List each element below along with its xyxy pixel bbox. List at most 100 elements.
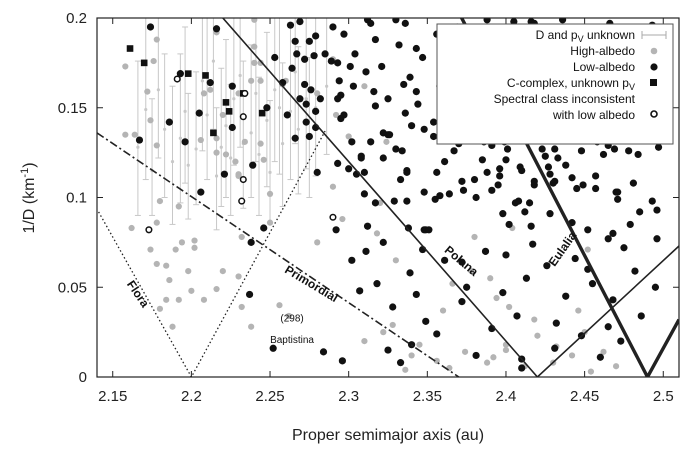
high-albedo-point [251,18,258,23]
legend-label-unknown: D and pV unknown [536,28,635,44]
low-albedo-point [544,163,553,171]
low-albedo-point [513,312,521,320]
inconsistent-point [145,226,153,234]
low-albedo-point [527,222,535,230]
low-albedo-point [378,62,386,71]
low-albedo-point [371,199,380,207]
low-albedo-point [302,100,310,108]
low-albedo-point [301,80,309,89]
low-albedo-point [626,220,634,229]
high-albedo-point [600,348,607,355]
low-albedo-point [636,208,644,216]
low-albedo-point [551,344,559,352]
errorbar-center [229,156,233,160]
high-albedo-point [471,233,478,241]
low-albedo-point [348,138,356,146]
low-albedo-point [400,80,408,89]
low-albedo-point [367,19,375,27]
low-albedo-point [577,147,586,155]
high-albedo-point [213,135,220,142]
low-albedo-point [538,145,546,153]
legend-symbol-ccomplex [650,79,657,86]
low-albedo-point [212,25,221,33]
low-albedo-point [390,197,398,205]
low-albedo-point [637,312,645,320]
y-axis-label-close: ) [21,162,38,167]
high-albedo-point [389,321,396,329]
low-albedo-point [371,35,380,44]
high-albedo-point [416,341,423,348]
high-albedo-point [191,244,198,251]
legend-row-low: Low-albedo [573,60,658,74]
legend-box [436,23,674,145]
legend-symbol-high [650,47,658,55]
errorbar-center [273,88,277,92]
high-albedo-point [248,77,255,84]
legend-label-ccomplex: C-complex, unknown pV [507,76,635,92]
low-albedo-point [348,256,356,264]
high-albedo-point [207,86,214,93]
high-albedo-point [238,233,245,241]
low-albedo-point [305,132,313,141]
high-albedo-point [175,296,182,303]
low-albedo-point [614,195,622,203]
legend-symbol-inconsistent [650,110,658,118]
x-tick-label: 2.25 [255,388,284,405]
errorbar-center [186,163,190,167]
low-albedo-point [392,145,400,153]
low-albedo-point [286,21,295,29]
low-albedo-point [398,147,406,155]
low-albedo-point [496,165,504,173]
low-albedo-point [579,181,587,189]
low-albedo-point [245,290,254,299]
low-albedo-point [146,23,155,31]
low-albedo-point [335,77,343,85]
high-albedo-point [156,197,164,205]
low-albedo-point [463,283,471,291]
low-albedo-point [327,57,335,65]
low-albedo-point [502,251,510,259]
high-albedo-point [235,273,242,280]
low-albedo-point [228,82,236,90]
low-albedo-point [541,152,549,160]
high-albedo-point [147,117,154,124]
low-albedo-point [165,118,173,126]
x-tick-label: 2.35 [413,388,442,405]
high-albedo-point [172,246,179,253]
low-albedo-point [546,170,554,178]
low-albedo-point [617,337,625,345]
low-albedo-point [458,258,466,266]
low-albedo-point [412,87,420,96]
low-albedo-point [271,53,279,62]
high-albedo-point [339,215,346,223]
high-albedo-point [238,303,245,311]
low-albedo-point [562,292,570,300]
low-albedo-point [312,107,320,115]
low-albedo-point [195,109,203,117]
low-albedo-point [407,122,416,130]
low-albedo-point [371,102,380,110]
y-ticks: 0 0.05 0.1 0.15 0.2 [58,10,679,386]
high-albedo-point [153,142,160,149]
low-albedo-point [503,145,512,153]
low-albedo-point [651,283,660,291]
low-albedo-point [379,154,387,162]
low-albedo-point [384,95,392,103]
high-albedo-point [266,190,274,198]
low-albedo-point [543,262,551,270]
legend-label-low: Low-albedo [573,60,635,74]
x-tick-label: 2.2 [181,388,202,405]
high-albedo-point [213,149,220,156]
legend-label-inconsistent-line2: with low albedo [552,108,635,122]
low-albedo-point [307,86,315,94]
low-albedo-point [551,145,559,153]
high-albedo-point [128,224,135,232]
low-albedo-point [389,303,397,311]
high-albedo-point [191,237,198,244]
high-albedo-point [122,63,129,70]
low-albedo-point [584,226,592,234]
high-albedo-point [490,354,497,361]
errorbar-center [293,70,297,74]
errorbar-center [156,88,160,92]
high-albedo-point [612,363,620,370]
